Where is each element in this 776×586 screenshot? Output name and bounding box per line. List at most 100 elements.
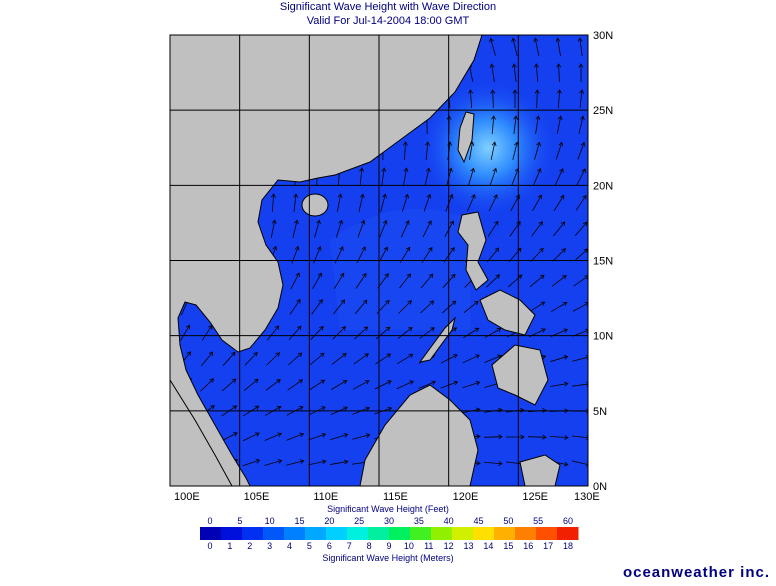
wave-arrow bbox=[335, 219, 344, 238]
meters-tick-label: 17 bbox=[543, 541, 553, 551]
wave-arrow bbox=[221, 378, 237, 392]
feet-tick-label: 30 bbox=[384, 516, 394, 526]
sea-shade bbox=[330, 208, 470, 330]
wave-arrow bbox=[265, 379, 281, 391]
meters-tick-label: 14 bbox=[483, 541, 493, 551]
wave-arrow bbox=[375, 326, 391, 340]
wave-arrow bbox=[462, 380, 481, 389]
graticule bbox=[170, 35, 588, 486]
wave-arrow bbox=[532, 194, 542, 212]
wave-arrow bbox=[463, 327, 480, 339]
sumatra bbox=[170, 379, 233, 486]
wave-arrow bbox=[292, 219, 299, 238]
meters-tick-label: 8 bbox=[367, 541, 372, 551]
wave-arrow bbox=[355, 272, 367, 289]
wave-arrow bbox=[375, 353, 392, 365]
feet-tick-label: 60 bbox=[563, 516, 573, 526]
wave-arrow bbox=[400, 220, 410, 238]
longitude-label: 115E bbox=[383, 491, 408, 503]
wave-arrow bbox=[242, 458, 261, 467]
feet-tick-label: 5 bbox=[237, 516, 242, 526]
wave-arrow bbox=[489, 37, 496, 56]
wave-arrow bbox=[270, 219, 277, 238]
wave-arrow bbox=[200, 351, 214, 367]
wave-arrow bbox=[556, 63, 562, 83]
wave-arrow bbox=[242, 432, 260, 442]
latitude-label: 10N bbox=[593, 331, 613, 343]
wave-arrow bbox=[418, 380, 437, 389]
wave-arrow bbox=[489, 167, 498, 186]
wave-arrow bbox=[533, 167, 542, 186]
wave-arrow bbox=[244, 351, 258, 366]
wave-arrow bbox=[312, 272, 322, 290]
feet-tick-label: 15 bbox=[294, 516, 304, 526]
mainland bbox=[170, 35, 483, 486]
wave-arrow bbox=[180, 324, 191, 341]
wave-arrow bbox=[550, 381, 569, 387]
longitude-label: 130E bbox=[574, 491, 600, 503]
wave-arrow bbox=[402, 141, 408, 161]
colorbar-cell bbox=[221, 527, 243, 540]
feet-tick-label: 40 bbox=[444, 516, 454, 526]
wave-arrow bbox=[310, 325, 324, 340]
wave-arrow bbox=[354, 299, 368, 315]
map-frame bbox=[169, 34, 589, 487]
wave-arrow bbox=[380, 193, 387, 212]
luzon bbox=[457, 211, 489, 291]
feet-tick-label: 55 bbox=[533, 516, 543, 526]
wave-arrow bbox=[489, 63, 495, 82]
wave-arrow bbox=[557, 89, 562, 109]
wave-arrow bbox=[555, 37, 561, 56]
feet-tick-label: 35 bbox=[414, 516, 424, 526]
wave-arrow bbox=[486, 247, 500, 263]
wave-arrow bbox=[397, 326, 413, 339]
meters-tick-label: 18 bbox=[563, 541, 573, 551]
wave-arrow bbox=[264, 432, 282, 441]
colorbar-cell bbox=[347, 527, 369, 540]
meters-tick-label: 6 bbox=[327, 541, 332, 551]
wave-arrow bbox=[551, 302, 568, 312]
longitude-label: 125E bbox=[522, 491, 548, 503]
wave-arrow bbox=[535, 115, 541, 134]
meters-tick-label: 3 bbox=[267, 541, 272, 551]
wave-arrow bbox=[314, 219, 321, 238]
colorbar-cell bbox=[305, 527, 327, 540]
wave-arrow bbox=[381, 167, 387, 186]
wave-arrow bbox=[488, 194, 498, 212]
wave-arrow bbox=[331, 353, 347, 365]
latitude-label: 25N bbox=[593, 105, 613, 117]
wave-arrow bbox=[403, 167, 409, 186]
wave-arrow bbox=[399, 273, 412, 289]
wave-arrow bbox=[293, 193, 299, 212]
wave-arrow bbox=[288, 325, 302, 341]
wave-arrow bbox=[330, 459, 349, 465]
colorbar-cell bbox=[410, 527, 432, 540]
logo: oceanweather inc. bbox=[623, 564, 770, 581]
latitude-label: 20N bbox=[593, 180, 613, 192]
colorbar-cell bbox=[473, 527, 495, 540]
wave-arrow bbox=[468, 167, 475, 186]
wave-arrow bbox=[331, 379, 348, 390]
map bbox=[170, 35, 588, 486]
wave-arrow bbox=[549, 435, 569, 440]
wave-arrow bbox=[352, 380, 370, 390]
wave-arrow bbox=[358, 193, 365, 212]
wave-arrow bbox=[419, 327, 435, 339]
hainan bbox=[301, 193, 329, 217]
wave-arrow bbox=[200, 378, 215, 392]
wave-arrow bbox=[379, 219, 388, 238]
feet-tick-label: 45 bbox=[473, 516, 483, 526]
wave-arrow bbox=[271, 193, 276, 213]
colorbar-cell bbox=[389, 527, 411, 540]
wave-arrow bbox=[354, 326, 369, 340]
wave-arrow bbox=[396, 380, 414, 390]
wave-arrow bbox=[422, 220, 432, 238]
colorbar-cell bbox=[536, 527, 558, 540]
meters-tick-label: 9 bbox=[386, 541, 391, 551]
wave-arrow bbox=[490, 141, 497, 160]
longitude-label: 105E bbox=[244, 491, 270, 503]
latitude-label: 30N bbox=[593, 30, 613, 42]
wave-arrow bbox=[579, 89, 585, 108]
wave-arrow bbox=[552, 248, 567, 262]
